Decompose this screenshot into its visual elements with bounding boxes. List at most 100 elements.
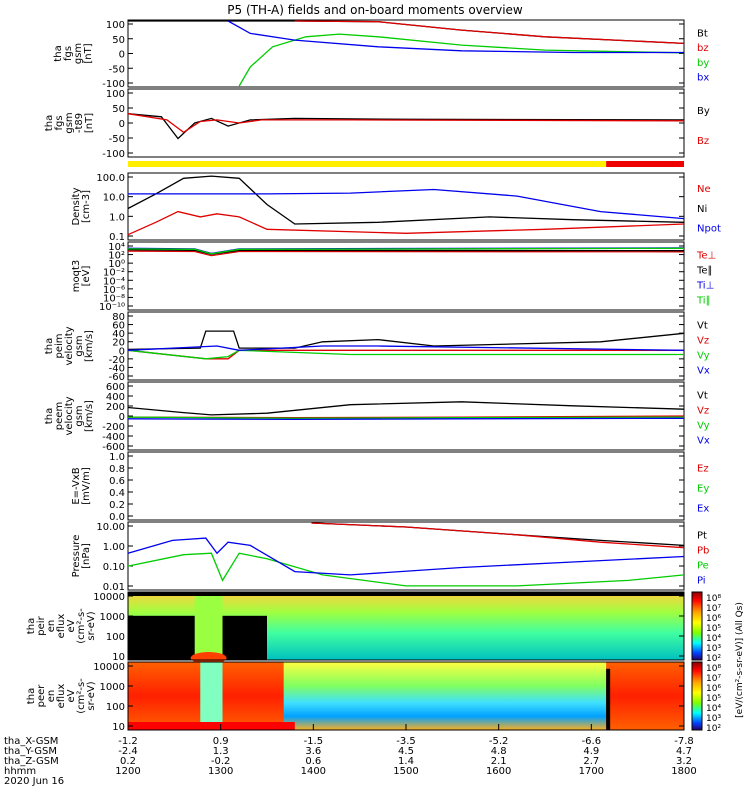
series-Ti∥ xyxy=(127,247,685,255)
ytick-label: 10⁴ xyxy=(108,242,125,253)
heatmap-bottom-band xyxy=(128,722,295,730)
series-Npot xyxy=(128,188,685,220)
ylabel-line: -t89 xyxy=(74,113,85,133)
status-bar-red xyxy=(606,161,684,167)
legend-Pi: Pi xyxy=(697,576,706,587)
colorbar-tick-label: 10⁶ xyxy=(706,684,721,694)
xtick-label: -0.2 xyxy=(211,756,231,767)
ylabel-line: gsm xyxy=(74,405,85,426)
xaxis-row-label: tha_X-GSM xyxy=(4,736,58,747)
xtick-label: 1300 xyxy=(208,766,233,777)
legend-Ez: Ez xyxy=(697,463,709,474)
ytick-label: 10² xyxy=(108,251,125,262)
xtick-label: -1.2 xyxy=(118,736,138,747)
ytick-label: 10.0 xyxy=(103,193,125,204)
xaxis-row-label: hhmm xyxy=(4,766,36,777)
ytick-label: 40 xyxy=(112,329,125,340)
xtick-label: 0.2 xyxy=(120,756,136,767)
ylabel-line: sr-eV) xyxy=(86,611,97,640)
ytick-label: 10⁰ xyxy=(108,259,125,270)
legend-Pt: Pt xyxy=(697,531,707,542)
ytick-label: -100 xyxy=(102,79,125,90)
xtick-label: 1600 xyxy=(486,766,511,777)
xtick-label: -2.4 xyxy=(118,746,138,757)
ytick-label: 50 xyxy=(112,104,125,115)
ytick-label: -400 xyxy=(102,432,125,443)
colorbar-tick-label: 10⁷ xyxy=(706,604,721,614)
ylabel-group: tha peir en eflux eV (cm²-s-sr-eV) xyxy=(26,608,97,644)
colorbar-tick-label: 10⁸ xyxy=(706,664,721,674)
ylabel-group: moqt3 [eV] xyxy=(71,260,92,293)
ytick-label: -50 xyxy=(109,134,125,145)
legend-Vy: Vy xyxy=(697,421,710,432)
legend-bx: bx xyxy=(697,73,709,84)
colorbar-tick-label: 10² xyxy=(706,724,721,734)
ylabel-line: eV xyxy=(66,689,77,702)
ylabel-line: sr-eV) xyxy=(86,681,97,710)
xtick-label: 3.6 xyxy=(305,746,321,757)
ylabel-line: tha xyxy=(44,408,55,424)
heatmap-late-hot-region xyxy=(606,662,684,730)
xtick-label: -7.8 xyxy=(674,736,694,747)
panel-8: 10000 1000 100 10 tha peir en eflux eV (cm²-s-sr-… xyxy=(26,591,685,664)
panel-0: 100 50 0 -50 -100 tha fgs gsm [nT] Bt bz by bx xyxy=(53,19,709,90)
ylabel-line: fgs xyxy=(63,46,74,61)
series-bz xyxy=(294,20,685,45)
series-by xyxy=(238,33,685,87)
panel-frame xyxy=(127,521,685,591)
panel-frame xyxy=(127,311,685,381)
series-Vy xyxy=(127,416,685,419)
series-Ne xyxy=(127,210,685,236)
ylabel-line: [km/s] xyxy=(84,400,95,432)
panel-7: 10.00 1.00 0.10 0.01 Pressure [nPa] Pt Pb Pe Pi xyxy=(71,521,709,593)
xtick-label: 1200 xyxy=(115,766,140,777)
ylabel-line: Density xyxy=(71,187,82,225)
ytick-label: 10⁻¹⁰ xyxy=(99,302,125,313)
heatmap-low-energy-spot xyxy=(190,652,227,664)
ytick-label: 20 xyxy=(112,338,125,349)
colorbar-label: [eV/(cm²-s-sr-eV)] (All Qs) xyxy=(735,602,745,718)
xtick-label: 0.9 xyxy=(213,736,229,747)
xtick-label: 4.9 xyxy=(583,746,599,757)
colorbar-tick-label: 10⁷ xyxy=(706,674,721,684)
panel-1: 100 50 0 -50 -100 tha fgs gsm -t89 [nT] By Bz xyxy=(44,88,710,167)
ylabel-line: peer xyxy=(36,684,47,708)
ylabel-group: E=-VxB [mV/m] xyxy=(71,467,92,505)
ytick-label: 10 xyxy=(112,722,125,733)
xtick-label: -6.6 xyxy=(582,736,602,747)
ylabel-line: fgs xyxy=(54,115,65,130)
legend-Vz: Vz xyxy=(697,406,709,417)
colorbar-tick-label: 10³ xyxy=(706,714,721,724)
ylabel-group: tha peim velocity gsm [km/s] xyxy=(44,326,95,365)
ytick-label: 1.00 xyxy=(103,542,125,553)
ytick-label: 400 xyxy=(106,392,125,403)
ylabel-line: [nT] xyxy=(83,43,94,63)
ylabel-line: tha xyxy=(26,618,37,634)
xtick-label: 4.8 xyxy=(491,746,507,757)
xaxis-row-label: tha_Z-GSM xyxy=(4,756,59,767)
ylabel-line: peem xyxy=(54,402,65,430)
heatmap-cusp-band xyxy=(194,592,223,660)
xtick-label: 1.4 xyxy=(398,756,414,767)
ytick-label: 0.10 xyxy=(103,562,125,573)
legend-Ey: Ey xyxy=(697,483,709,494)
ytick-label: 60 xyxy=(112,321,125,332)
panel-frame xyxy=(127,19,685,88)
status-bar-yellow xyxy=(128,161,607,167)
legend-Bz: Bz xyxy=(697,136,709,147)
series-Vx xyxy=(127,345,685,351)
ytick-label: 0.4 xyxy=(109,488,125,499)
ylabel-line: E=-VxB xyxy=(71,467,82,504)
ytick-label: 80 xyxy=(112,312,125,323)
ylabel-line: [nPa] xyxy=(81,543,92,569)
xtick-label: 1700 xyxy=(579,766,604,777)
colorbar-tick-label: 10⁴ xyxy=(706,634,721,644)
ylabel-group: Density [cm-3] xyxy=(71,187,92,225)
series-Bz xyxy=(127,113,685,134)
xtick-label: 1.3 xyxy=(213,746,229,757)
ylabel-line: gsm xyxy=(73,43,84,64)
xaxis-row-label: 2020 Jun 16 xyxy=(4,776,64,787)
ylabel-line: tha xyxy=(44,338,55,354)
